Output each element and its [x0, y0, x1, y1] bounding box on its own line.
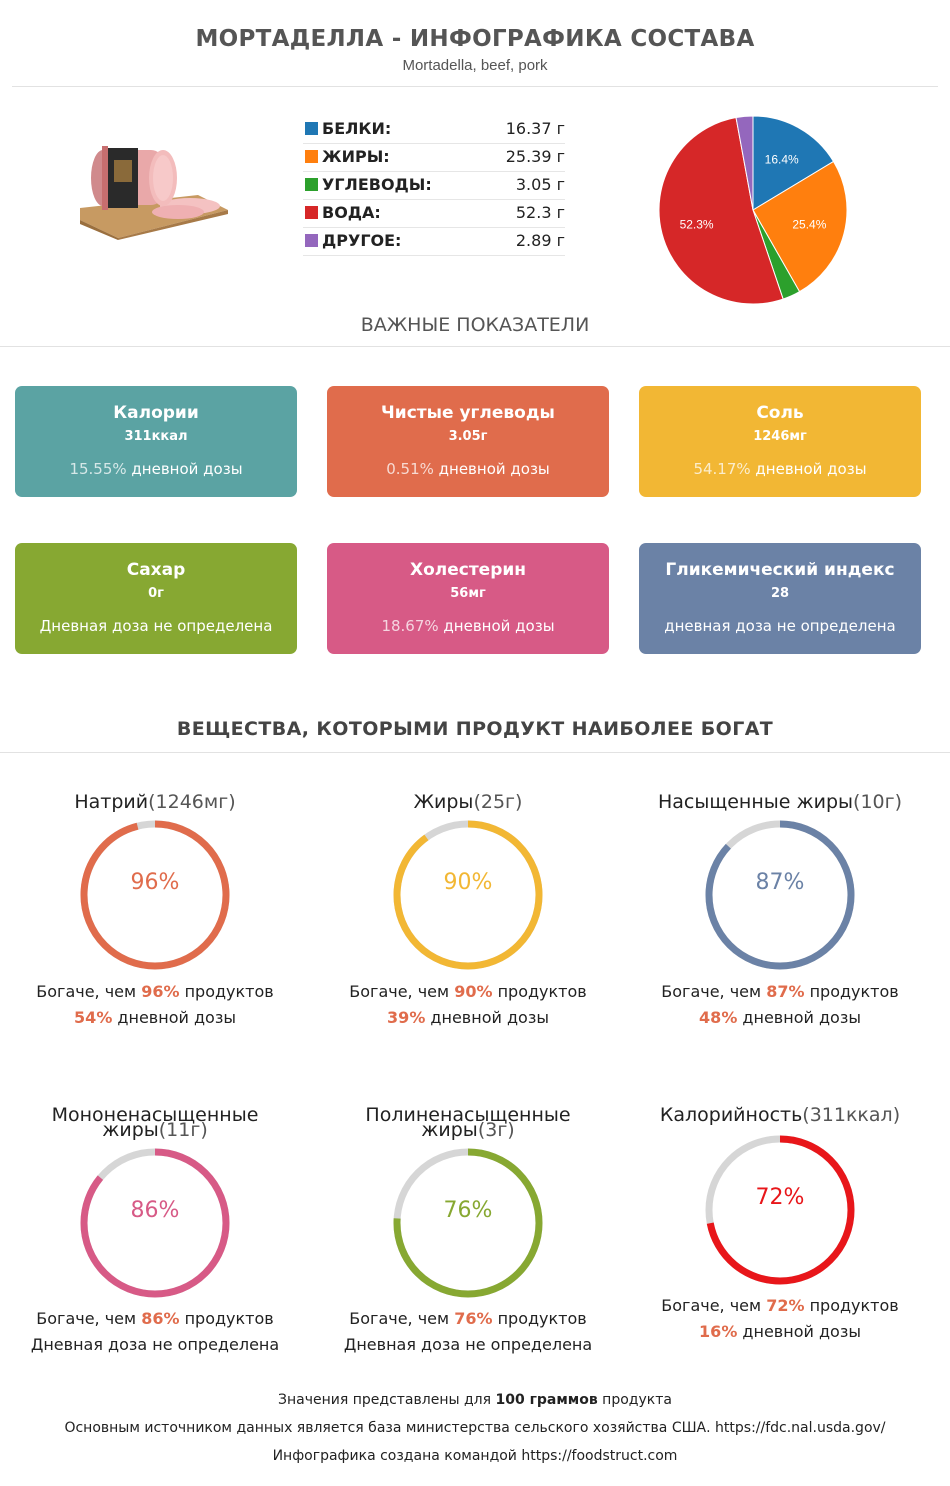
- nutrient-name: Полиненасыщенные жиры(3г): [365, 1104, 571, 1141]
- macro-name: ЖИРЫ:: [322, 147, 390, 166]
- card-value: 0г: [148, 586, 164, 601]
- ring-percent: 86%: [130, 1198, 180, 1223]
- card-value: 3.05г: [448, 429, 488, 444]
- percentile-ring: [80, 1148, 230, 1298]
- card-salt: Соль 1246мг 54.17% дневной дозы: [639, 386, 921, 497]
- key-indicators-title: ВАЖНЫЕ ПОКАЗАТЕЛИ: [360, 314, 590, 336]
- ring-fill: [393, 1148, 543, 1298]
- daily-dose: 54% дневной дозы: [74, 1008, 236, 1027]
- page-subtitle: Mortadella, beef, pork: [402, 57, 548, 74]
- daily-dose: 48% дневной дозы: [699, 1008, 861, 1027]
- card-dose: 0.51% дневной дозы: [386, 460, 550, 478]
- card-glycemic-index: Гликемический индекс 28 дневная доза не …: [639, 543, 921, 654]
- daily-dose: Дневная доза не определена: [343, 1335, 593, 1354]
- macro-value: 2.89 г: [515, 231, 565, 250]
- pie-slice-Вода: [658, 116, 784, 305]
- card-value: 311ккал: [124, 429, 188, 444]
- macro-value: 25.39 г: [505, 147, 565, 166]
- percentile-ring: [705, 820, 855, 970]
- macro-row-fat: ЖИРЫ: 25.39 г: [303, 143, 565, 172]
- card-value: 1246мг: [753, 429, 807, 444]
- macro-row-carbs: УГЛЕВОДЫ: 3.05 г: [303, 171, 565, 200]
- other-swatch: [305, 234, 318, 247]
- card-name: Сахар: [126, 560, 186, 580]
- macro-name: БЕЛКИ:: [322, 119, 392, 138]
- card-name: Соль: [756, 403, 804, 423]
- card-cholesterol: Холестерин 56мг 18.67% дневной дозы: [327, 543, 609, 654]
- macro-value: 52.3 г: [515, 203, 565, 222]
- ring-percent: 87%: [755, 870, 805, 895]
- card-name: Гликемический индекс: [665, 560, 895, 580]
- card-dose: 54.17% дневной дозы: [693, 460, 867, 478]
- richer-than: Богаче, чем 76% продуктов: [349, 1309, 587, 1328]
- page-title: МОРТАДЕЛЛА - ИНФОГРАФИКА СОСТАВА: [195, 26, 755, 52]
- card-dose: 18.67% дневной дозы: [381, 617, 555, 635]
- macro-row-other: ДРУГОЕ: 2.89 г: [303, 227, 565, 256]
- percentile-ring: [393, 820, 543, 970]
- nutrient-name: Мононенасыщенные жиры(11г): [51, 1104, 259, 1141]
- daily-dose: Дневная доза не определена: [30, 1335, 280, 1354]
- divider: [0, 346, 950, 347]
- macro-name: ДРУГОЕ:: [322, 231, 402, 250]
- ring-fill: [705, 820, 855, 970]
- card-name: Чистые углеводы: [381, 403, 555, 423]
- card-net-carbs: Чистые углеводы 3.05г 0.51% дневной дозы: [327, 386, 609, 497]
- percentile-ring: [393, 1148, 543, 1298]
- divider: [12, 86, 938, 87]
- card-dose: 15.55% дневной дозы: [69, 460, 243, 478]
- divider: [0, 752, 950, 753]
- ring-percent: 72%: [755, 1185, 805, 1210]
- card-value: 28: [770, 586, 790, 601]
- card-dose: Дневная доза не определена: [39, 617, 273, 635]
- daily-dose: 39% дневной дозы: [387, 1008, 549, 1027]
- macro-row-protein: БЕЛКИ: 16.37 г: [303, 115, 565, 144]
- macro-value: 16.37 г: [505, 119, 565, 138]
- ring-percent: 96%: [130, 870, 180, 895]
- richer-than: Богаче, чем 90% продуктов: [349, 982, 587, 1001]
- rich-nutrients-title: ВЕЩЕСТВА, КОТОРЫМИ ПРОДУКТ НАИБОЛЕЕ БОГА…: [176, 718, 774, 740]
- pie-label: 52.3%: [680, 218, 714, 232]
- daily-dose: 16% дневной дозы: [699, 1322, 861, 1341]
- footer-source: Основным источником данных является база…: [64, 1420, 886, 1436]
- card-calories: Калории 311ккал 15.55% дневной дозы: [15, 386, 297, 497]
- card-sugar: Сахар 0г Дневная доза не определена: [15, 543, 297, 654]
- nutrient-name: Калорийность(311ккал): [659, 1104, 901, 1126]
- footer-note: Значения представлены для 100 граммов пр…: [278, 1392, 672, 1408]
- richer-than: Богаче, чем 86% продуктов: [36, 1309, 274, 1328]
- card-dose: дневная доза не определена: [664, 617, 896, 635]
- card-value: 56мг: [450, 586, 486, 601]
- ring-fill: [393, 820, 543, 970]
- ring-fill: [80, 1148, 230, 1298]
- protein-swatch: [305, 122, 318, 135]
- fat-swatch: [305, 150, 318, 163]
- pie-slice-Белки: [752, 115, 835, 211]
- nutrient-name: Натрий(1246мг): [74, 791, 236, 813]
- composition-pie-chart: 16.4% 25.4% 52.3%: [658, 115, 848, 305]
- macro-name: УГЛЕВОДЫ:: [322, 175, 432, 194]
- richer-than: Богаче, чем 96% продуктов: [36, 982, 274, 1001]
- macro-name: ВОДА:: [322, 203, 381, 222]
- water-swatch: [305, 206, 318, 219]
- percentile-ring: [80, 820, 230, 970]
- pie-label: 16.4%: [765, 152, 799, 166]
- percentile-ring: [705, 1135, 855, 1285]
- card-name: Холестерин: [409, 560, 527, 580]
- macro-value: 3.05 г: [515, 175, 565, 194]
- footer-credit: Инфографика создана командой https://foo…: [272, 1448, 678, 1464]
- macro-row-water: ВОДА: 52.3 г: [303, 199, 565, 228]
- ring-percent: 76%: [443, 1198, 493, 1223]
- ring-fill: [705, 1135, 855, 1285]
- card-name: Калории: [113, 403, 199, 423]
- pie-slice-Жиры: [752, 160, 848, 293]
- richer-than: Богаче, чем 72% продуктов: [661, 1296, 899, 1315]
- nutrient-name: Жиры(25г): [413, 791, 523, 813]
- richer-than: Богаче, чем 87% продуктов: [661, 982, 899, 1001]
- pie-slice-Другое: [735, 115, 754, 211]
- carbs-swatch: [305, 178, 318, 191]
- ring-fill: [80, 820, 230, 970]
- ring-percent: 90%: [443, 870, 493, 895]
- nutrient-name: Насыщенные жиры(10г): [657, 791, 903, 813]
- pie-label: 25.4%: [792, 218, 826, 232]
- mortadella-image: [80, 146, 228, 240]
